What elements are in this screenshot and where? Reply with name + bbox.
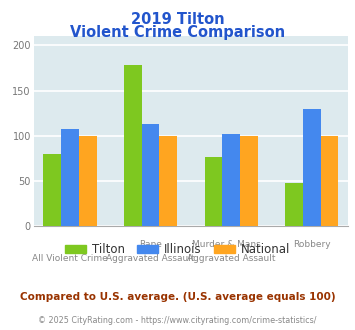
Bar — [204, 157, 222, 226]
Bar — [61, 129, 79, 226]
Bar — [43, 154, 61, 226]
Text: 2019 Tilton: 2019 Tilton — [131, 12, 224, 26]
Text: © 2025 CityRating.com - https://www.cityrating.com/crime-statistics/: © 2025 CityRating.com - https://www.city… — [38, 316, 317, 325]
Bar — [124, 65, 142, 226]
Legend: Tilton, Illinois, National: Tilton, Illinois, National — [60, 239, 295, 261]
Text: Aggravated Assault: Aggravated Assault — [187, 254, 275, 263]
Bar — [321, 136, 338, 226]
Bar — [285, 183, 303, 226]
Text: Compared to U.S. average. (U.S. average equals 100): Compared to U.S. average. (U.S. average … — [20, 292, 335, 302]
Bar — [79, 136, 97, 226]
Text: Robbery: Robbery — [293, 240, 331, 249]
Bar — [142, 124, 159, 226]
Bar — [222, 134, 240, 226]
Bar — [159, 136, 177, 226]
Text: Murder & Mans...: Murder & Mans... — [192, 240, 270, 249]
Text: Rape: Rape — [139, 240, 162, 249]
Text: All Violent Crime: All Violent Crime — [32, 254, 108, 263]
Text: Aggravated Assault: Aggravated Assault — [106, 254, 195, 263]
Bar — [240, 136, 258, 226]
Bar — [303, 109, 321, 226]
Text: Violent Crime Comparison: Violent Crime Comparison — [70, 25, 285, 40]
